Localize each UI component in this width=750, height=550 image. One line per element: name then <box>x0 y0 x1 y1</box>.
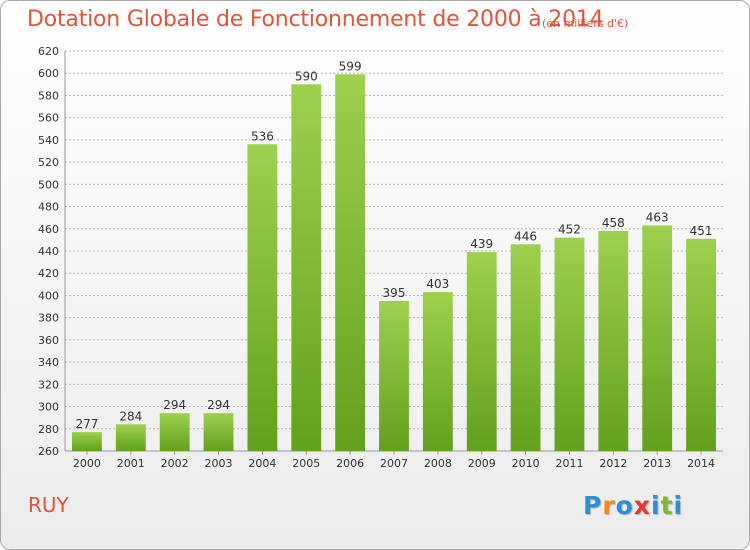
y-tick-label: 480 <box>38 201 59 214</box>
bar-2006 <box>335 74 366 451</box>
y-tick-label: 260 <box>38 445 59 458</box>
y-tick-label: 280 <box>38 423 59 436</box>
logo-letter: x <box>633 491 651 520</box>
logo-letter: i <box>673 491 684 520</box>
x-tick-label: 2008 <box>424 457 452 470</box>
x-tick-label: 2004 <box>248 457 276 470</box>
y-tick-label: 560 <box>38 112 59 125</box>
bar-2012 <box>598 231 629 451</box>
value-label: 284 <box>119 409 142 423</box>
bar-2007 <box>379 301 409 451</box>
logo-letter: t <box>660 491 674 520</box>
x-tick-label: 2010 <box>512 457 540 470</box>
x-tick-label: 2014 <box>687 457 715 470</box>
bar-2010 <box>510 244 541 451</box>
logo-letter: r <box>602 491 616 520</box>
value-label: 451 <box>690 224 713 238</box>
x-tick-label: 2000 <box>73 457 101 470</box>
bar-2014 <box>686 238 716 451</box>
bar-2000 <box>72 432 102 451</box>
x-tick-label: 2007 <box>380 457 408 470</box>
x-tick-label: 2013 <box>643 457 671 470</box>
bar-2002 <box>159 413 190 451</box>
x-tick-label: 2002 <box>161 457 189 470</box>
value-label: 458 <box>602 216 625 230</box>
x-tick-label: 2003 <box>205 457 233 470</box>
y-tick-label: 420 <box>38 267 59 280</box>
x-tick-label: 2006 <box>336 457 364 470</box>
x-tick-label: 2005 <box>292 457 320 470</box>
value-label: 452 <box>558 223 581 237</box>
y-tick-label: 600 <box>38 67 59 80</box>
y-tick-label: 340 <box>38 356 59 369</box>
bar-2013 <box>642 225 673 451</box>
value-label: 590 <box>295 69 318 83</box>
value-label: 403 <box>426 277 449 291</box>
logo-letter: i <box>651 491 661 520</box>
bar-2005 <box>291 84 322 451</box>
y-tick-label: 460 <box>38 223 59 236</box>
bar-2011 <box>554 237 585 451</box>
commune-name: RUY <box>28 493 69 517</box>
y-tick-label: 540 <box>38 134 59 147</box>
chart-title: Dotation Globale de Fonctionnement de 20… <box>27 7 604 32</box>
value-label: 395 <box>383 286 406 300</box>
y-tick-label: 320 <box>38 378 59 391</box>
logo-letter: P <box>583 491 603 520</box>
x-tick-label: 2012 <box>599 457 627 470</box>
value-label: 294 <box>163 398 186 412</box>
value-label: 439 <box>470 237 493 251</box>
value-label: 277 <box>75 417 98 431</box>
bar-2008 <box>422 292 453 451</box>
logo-letter: o <box>615 491 634 520</box>
y-tick-label: 620 <box>38 45 59 58</box>
x-tick-label: 2001 <box>117 457 145 470</box>
labels: 260 280 300 320 340 360 380 400 420 440 460 480 500 5… <box>38 45 715 470</box>
bar-2001 <box>115 424 146 451</box>
y-tick-label: 360 <box>38 334 59 347</box>
value-label: 463 <box>646 210 669 224</box>
chart-subtitle: (en milliers d'€) <box>542 17 629 30</box>
value-label: 294 <box>207 398 230 412</box>
value-label: 446 <box>514 229 537 243</box>
bar-2004 <box>247 144 278 452</box>
proxiti-logo[interactable]: Proxiti <box>583 491 683 520</box>
bar-2003 <box>203 413 234 451</box>
bar-2009 <box>466 252 497 451</box>
y-tick-label: 400 <box>38 289 59 302</box>
y-tick-label: 500 <box>38 178 59 191</box>
bars <box>72 74 716 452</box>
value-label: 599 <box>339 59 362 73</box>
y-tick-label: 440 <box>38 245 59 258</box>
y-tick-label: 300 <box>38 401 59 414</box>
value-label: 536 <box>251 129 274 143</box>
y-tick-label: 520 <box>38 156 59 169</box>
y-tick-label: 380 <box>38 312 59 325</box>
y-tick-label: 580 <box>38 89 59 102</box>
x-tick-label: 2009 <box>468 457 496 470</box>
x-tick-label: 2011 <box>555 457 583 470</box>
